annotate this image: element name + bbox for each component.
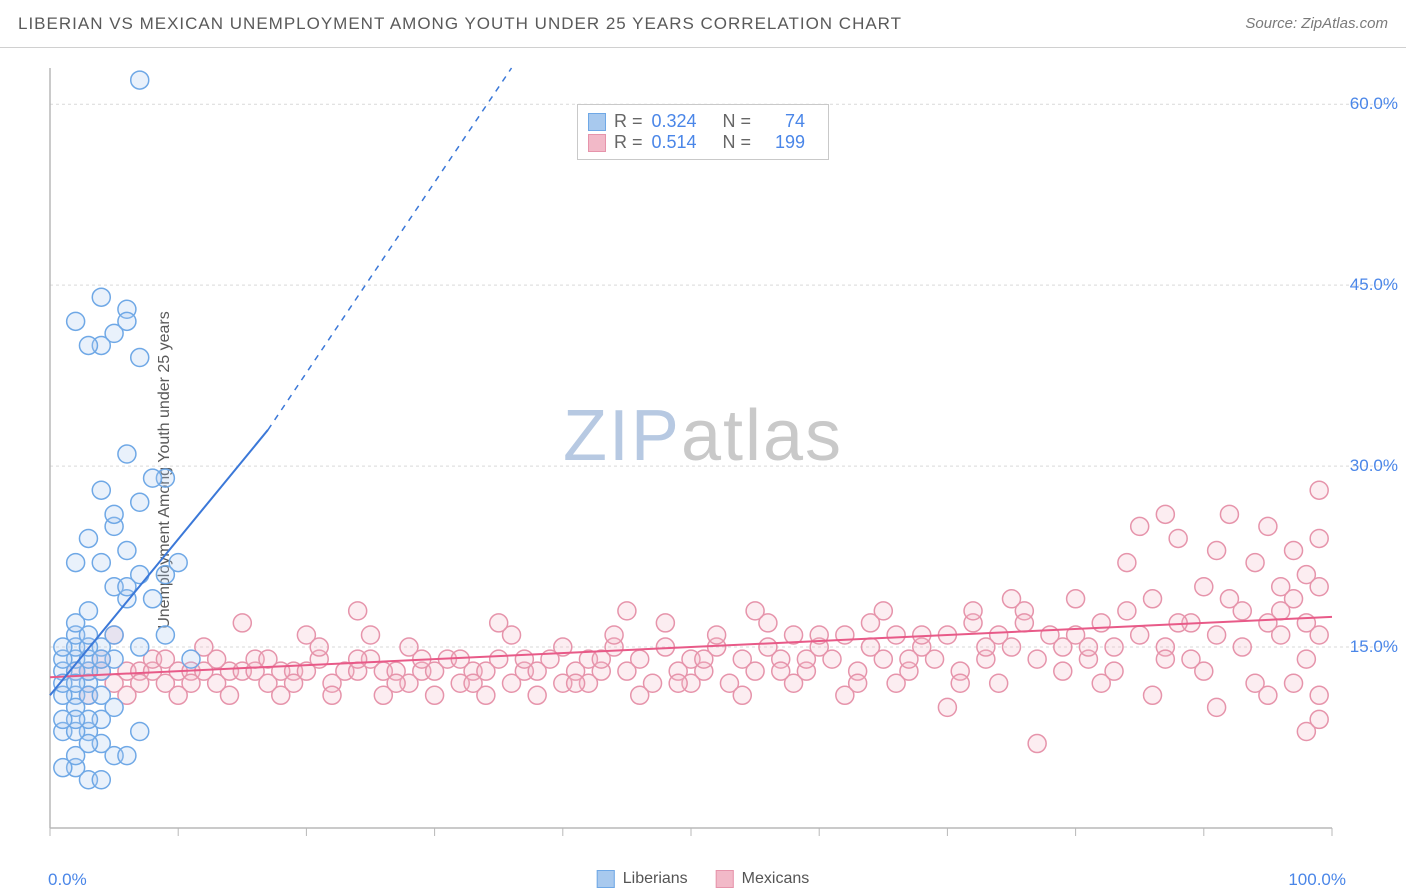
legend-row-liberians: R = 0.324 N = 74: [588, 111, 818, 132]
correlation-legend: R = 0.324 N = 74 R = 0.514 N = 199: [577, 104, 829, 160]
chart-title: LIBERIAN VS MEXICAN UNEMPLOYMENT AMONG Y…: [18, 14, 902, 34]
legend-swatch-icon: [716, 870, 734, 888]
x-tick-label-max: 100.0%: [1288, 870, 1346, 890]
y-tick-label: 15.0%: [1350, 637, 1398, 657]
legend-item-liberians: Liberians: [597, 870, 688, 888]
y-tick-label: 30.0%: [1350, 456, 1398, 476]
source-attribution: Source: ZipAtlas.com: [1245, 15, 1388, 32]
legend-swatch-liberians: [588, 113, 606, 131]
header: LIBERIAN VS MEXICAN UNEMPLOYMENT AMONG Y…: [0, 0, 1406, 48]
plot-area: Unemployment Among Youth under 25 years …: [0, 48, 1406, 892]
x-tick-label-min: 0.0%: [48, 870, 87, 890]
legend-swatch-icon: [597, 870, 615, 888]
series-legend: Liberians Mexicans: [597, 870, 810, 888]
legend-item-mexicans: Mexicans: [716, 870, 810, 888]
scatter-chart: [42, 58, 1392, 878]
legend-swatch-mexicans: [588, 134, 606, 152]
y-tick-label: 45.0%: [1350, 275, 1398, 295]
y-tick-label: 60.0%: [1350, 94, 1398, 114]
legend-row-mexicans: R = 0.514 N = 199: [588, 132, 818, 153]
